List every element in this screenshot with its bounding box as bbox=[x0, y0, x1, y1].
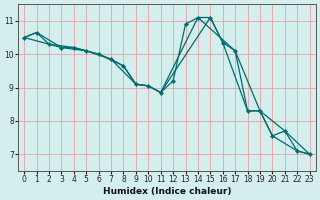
X-axis label: Humidex (Indice chaleur): Humidex (Indice chaleur) bbox=[103, 187, 231, 196]
